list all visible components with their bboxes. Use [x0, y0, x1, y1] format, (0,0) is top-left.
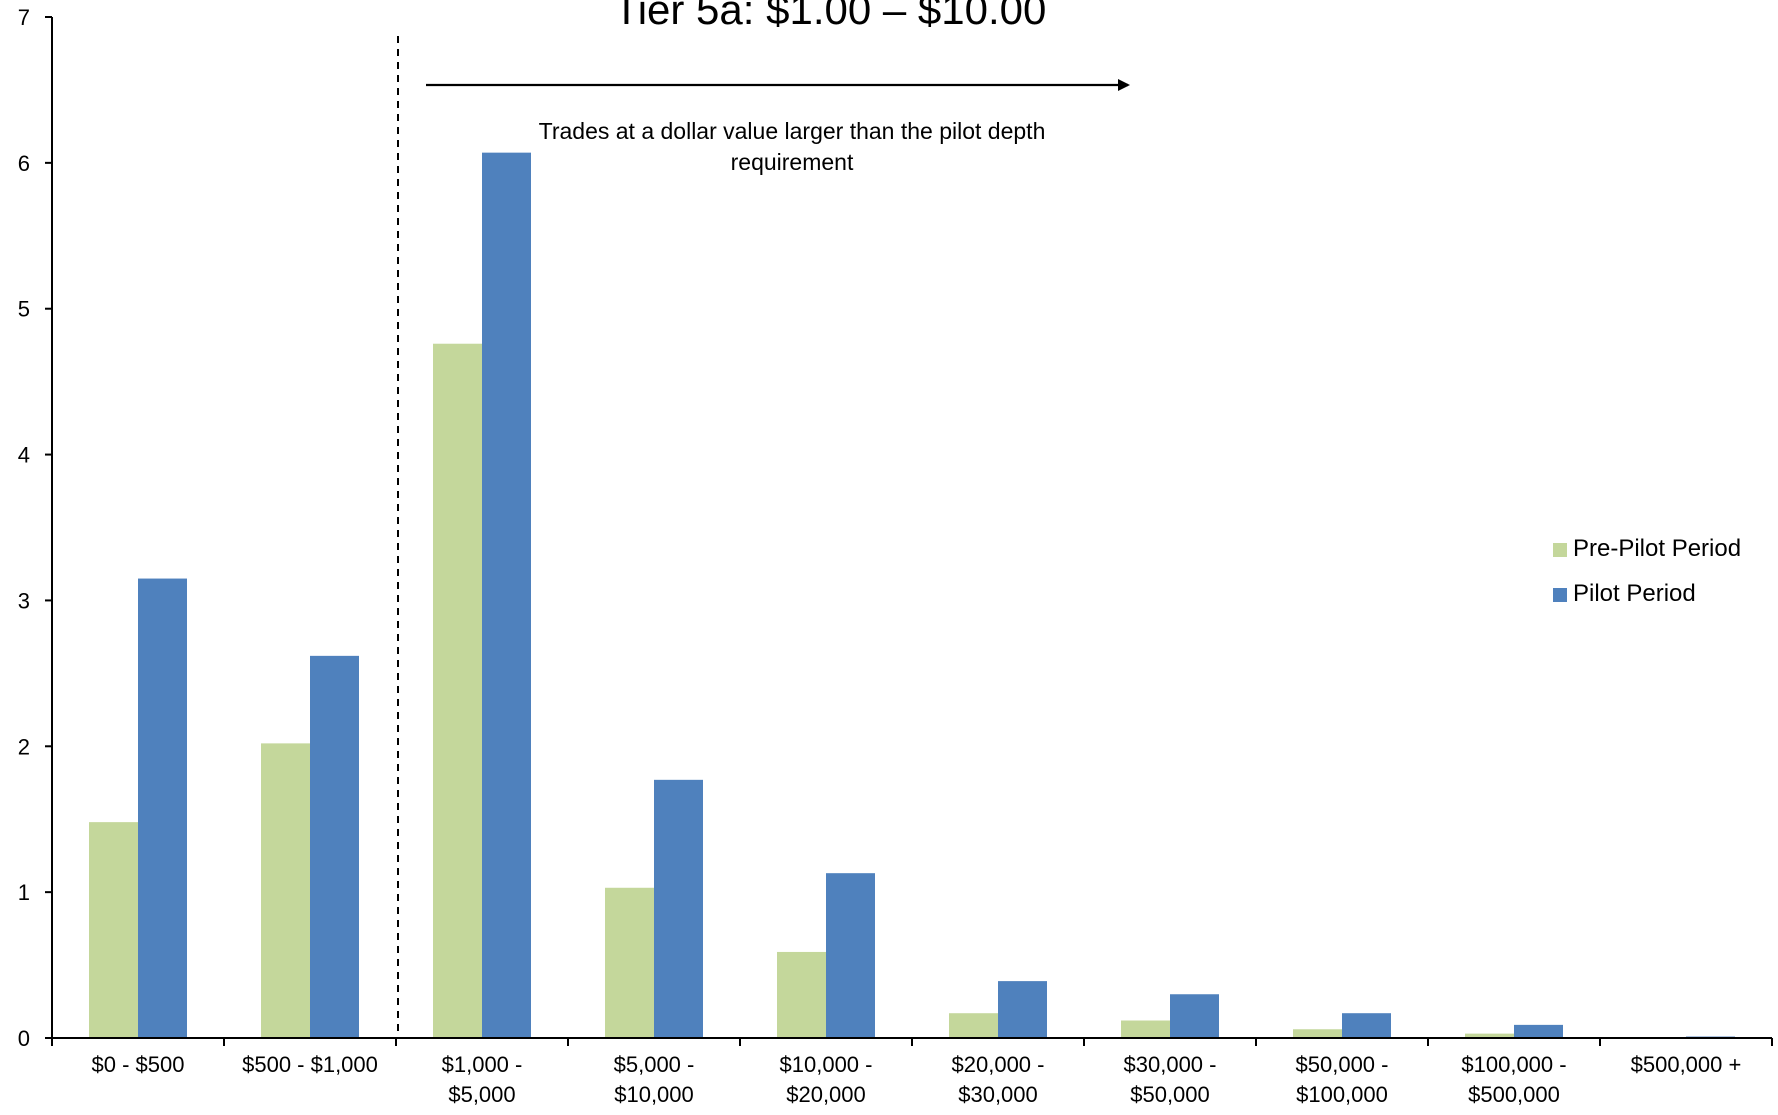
x-tick-label-9: $500,000 + — [1631, 1052, 1742, 1077]
bar-pilot-4 — [826, 873, 875, 1038]
y-tick-label-3: 3 — [18, 588, 30, 613]
annotation-text: Trades at a dollar value larger than the… — [539, 118, 1046, 175]
bar-pilot-7 — [1342, 1013, 1391, 1038]
legend-swatch-0 — [1553, 543, 1567, 557]
bar-pre-pilot-2 — [433, 343, 482, 1039]
bar-pre-pilot-3 — [605, 887, 654, 1038]
bar-pre-pilot-5 — [949, 1013, 998, 1038]
x-tick-label-4: $10,000 -$20,000 — [780, 1052, 873, 1107]
x-tick-label-6: $30,000 -$50,000 — [1124, 1052, 1217, 1107]
x-tick-label-1: $500 - $1,000 — [242, 1052, 378, 1077]
bar-pilot-1 — [310, 655, 359, 1038]
legend-label-1: Pilot Period — [1573, 580, 1696, 607]
y-tick-label-2: 2 — [18, 734, 30, 759]
y-tick-label-6: 6 — [18, 151, 30, 176]
legend-swatch-1 — [1553, 588, 1567, 602]
legend-label-0: Pre-Pilot Period — [1573, 535, 1741, 562]
bar-pre-pilot-0 — [89, 822, 138, 1038]
bar-pre-pilot-1 — [261, 743, 310, 1038]
y-tick-label-7: 7 — [18, 5, 30, 30]
bars-layer — [89, 152, 1735, 1039]
x-tick-label-5: $20,000 -$30,000 — [952, 1052, 1045, 1107]
bar-pre-pilot-7 — [1293, 1029, 1342, 1038]
bar-pilot-2 — [482, 152, 531, 1038]
bar-pilot-8 — [1514, 1024, 1563, 1038]
annotation-layer: Trades at a dollar value larger than the… — [397, 36, 1130, 1038]
y-tick-label-0: 0 — [18, 1026, 30, 1051]
bar-pre-pilot-6 — [1121, 1020, 1170, 1038]
x-tick-label-8: $100,000 -$500,000 — [1461, 1052, 1566, 1107]
bar-pilot-6 — [1170, 994, 1219, 1038]
x-tick-label-2: $1,000 -$5,000 — [442, 1052, 523, 1107]
x-tick-label-7: $50,000 -$100,000 — [1296, 1052, 1389, 1107]
bar-pre-pilot-8 — [1465, 1033, 1514, 1038]
bar-pilot-0 — [138, 578, 187, 1038]
legend: Pre-Pilot Period Pilot Period — [1553, 535, 1741, 607]
y-tick-label-4: 4 — [18, 443, 30, 468]
y-tick-label-1: 1 — [18, 880, 30, 905]
x-tick-label-3: $5,000 -$10,000 — [614, 1052, 695, 1107]
bar-pilot-5 — [998, 981, 1047, 1038]
x-tick-label-0: $0 - $500 — [92, 1052, 185, 1077]
axes-layer: 0 1 2 3 4 5 6 7 $0 - $500 $500 - $1,000 $1,000 -$5… — [18, 5, 1773, 1107]
bar-pilot-3 — [654, 779, 703, 1038]
chart-title: Tier 5a: $1.00 – $10.00 — [614, 0, 1047, 33]
y-tick-label-5: 5 — [18, 297, 30, 322]
bar-pre-pilot-4 — [777, 951, 826, 1038]
